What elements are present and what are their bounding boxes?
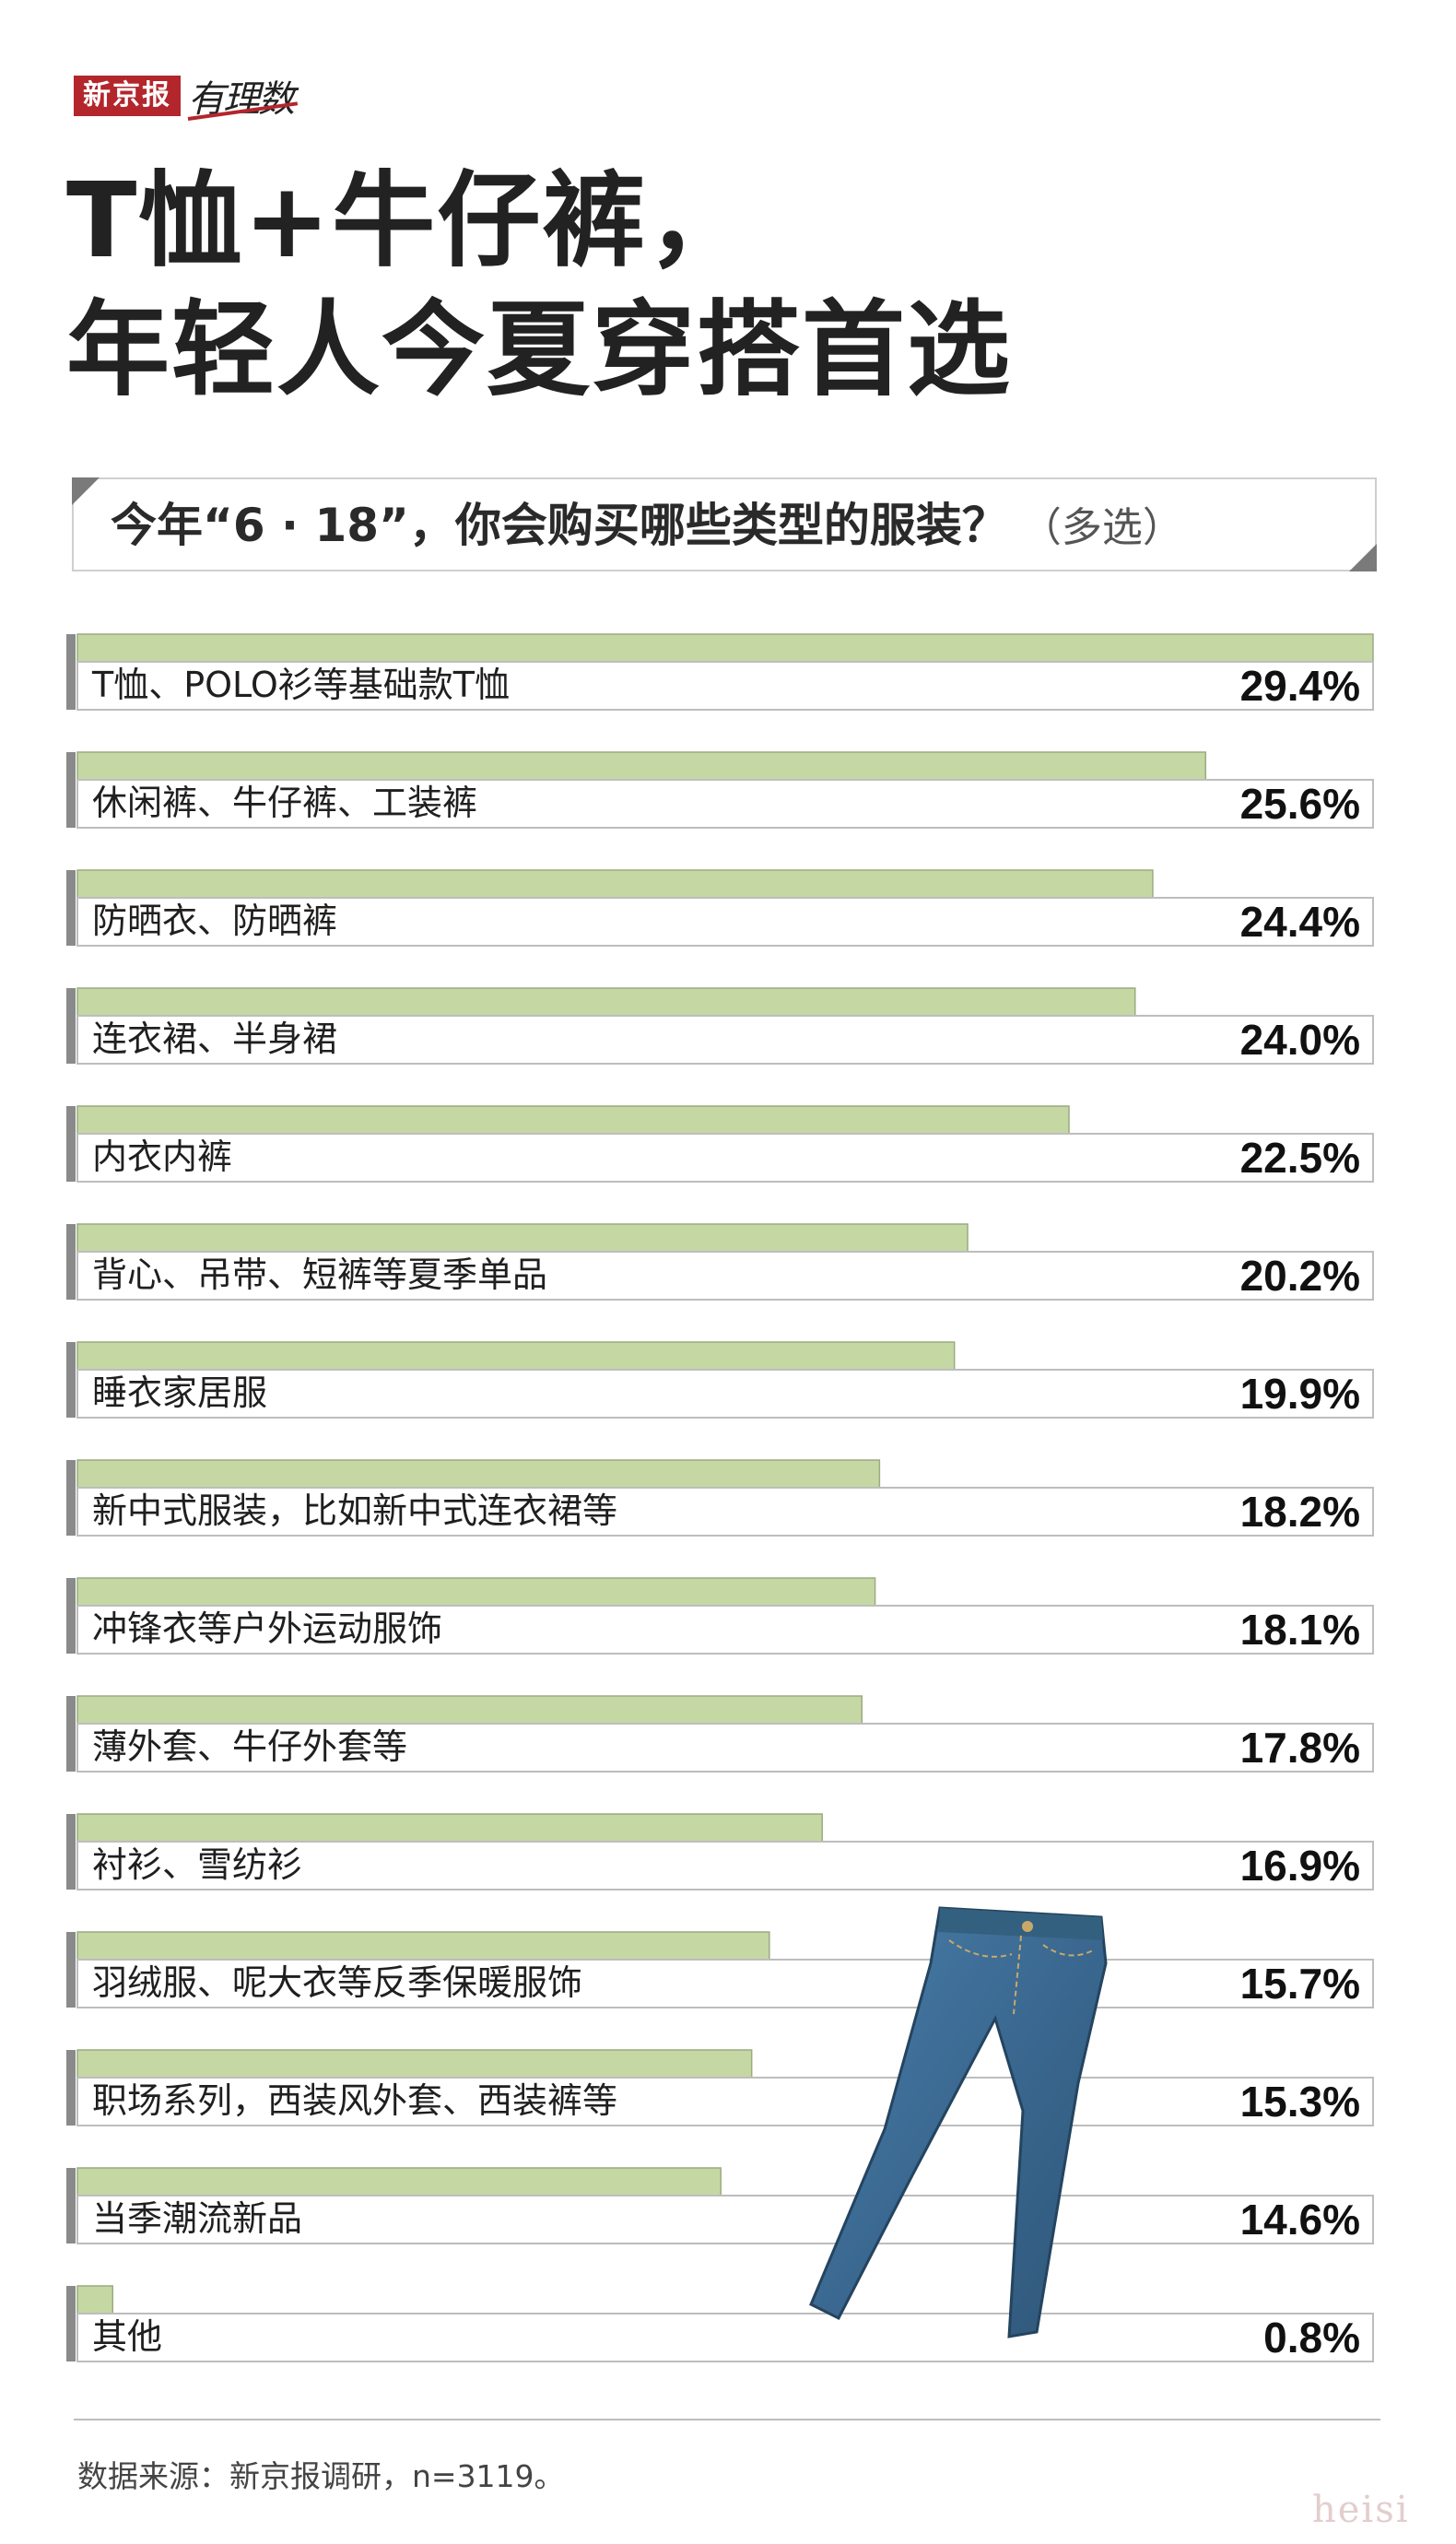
- question-multi: （多选）: [1020, 504, 1183, 551]
- bar: [76, 1105, 1070, 1135]
- value-label: 18.1%: [1240, 1606, 1360, 1654]
- category-label: 衬衫、雪纺衫: [92, 1844, 302, 1885]
- bar: [76, 633, 1374, 663]
- bar: [76, 869, 1154, 899]
- value-label: 19.9%: [1240, 1370, 1360, 1418]
- value-label: 17.8%: [1240, 1724, 1360, 1772]
- bar-label-box: [76, 1723, 1374, 1773]
- bar: [76, 2167, 722, 2197]
- value-label: 22.5%: [1240, 1134, 1360, 1182]
- row-accent: [66, 2168, 76, 2244]
- value-label: 24.4%: [1240, 898, 1360, 946]
- bar: [76, 1813, 823, 1843]
- question-box: [72, 477, 1377, 571]
- bar: [76, 2285, 114, 2314]
- row-accent: [66, 1106, 76, 1182]
- category-label: 背心、吊带、短裤等夏季单品: [92, 1254, 547, 1295]
- bar-label-box: [76, 2077, 1374, 2126]
- bar-label-box: [76, 2195, 1374, 2244]
- value-label: 24.0%: [1240, 1016, 1360, 1064]
- row-accent: [66, 1814, 76, 1890]
- category-label: 当季潮流新品: [92, 2198, 302, 2239]
- category-label: 内衣内裤: [92, 1137, 232, 1177]
- row-accent: [66, 2050, 76, 2126]
- bar: [76, 1577, 876, 1607]
- category-label: 睡衣家居服: [92, 1372, 267, 1413]
- page-title: T恤+牛仔裤， 年轻人今夏穿搭首选: [66, 157, 1356, 415]
- bar-label-box: [76, 779, 1374, 829]
- bar-label-box: [76, 897, 1374, 947]
- source-note: 数据来源：新京报调研，n=3119。: [77, 2458, 565, 2494]
- bar: [76, 1931, 770, 1961]
- bar: [76, 1695, 863, 1725]
- brand-sub: 有理数: [187, 69, 299, 123]
- question-text: 今年“6 · 18”，你会购买哪些类型的服装？: [111, 499, 1008, 552]
- row-accent: [66, 1224, 76, 1300]
- category-label: 薄外套、牛仔外套等: [92, 1726, 407, 1767]
- question-title: 今年“6 · 18”，你会购买哪些类型的服装？ （多选）: [111, 489, 1364, 562]
- value-label: 20.2%: [1240, 1252, 1360, 1300]
- title-line-2: 年轻人今夏穿搭首选: [66, 290, 1012, 410]
- question-corner-decor: [1349, 544, 1377, 571]
- bar: [76, 1459, 881, 1489]
- row-accent: [66, 1460, 76, 1536]
- row-accent: [66, 634, 76, 710]
- bar-chart: T恤、POLO衫等基础款T恤 29.4% 休闲裤、牛仔裤、工装裤 25.6% 防晒衣、防…: [66, 633, 1374, 2362]
- row-accent: [66, 2286, 76, 2361]
- title-line-1: T恤+牛仔裤，: [66, 161, 753, 281]
- category-label: 冲锋衣等户外运动服饰: [92, 1608, 442, 1649]
- bar-label-box: [76, 1487, 1374, 1537]
- value-label: 14.6%: [1240, 2196, 1360, 2244]
- category-label: 防晒衣、防晒裤: [92, 901, 337, 941]
- value-label: 29.4%: [1240, 662, 1360, 710]
- row-accent: [66, 752, 76, 828]
- bar-label-box: [76, 1015, 1374, 1065]
- category-label: 休闲裤、牛仔裤、工装裤: [92, 783, 477, 823]
- value-label: 15.3%: [1240, 2078, 1360, 2126]
- question-corner-decor: [72, 477, 100, 505]
- brand-logo: 新京报 有理数: [74, 74, 299, 121]
- value-label: 15.7%: [1240, 1960, 1360, 2008]
- bar-label-box: [76, 1133, 1374, 1183]
- bar-label-box: [76, 1251, 1374, 1301]
- row-accent: [66, 1342, 76, 1418]
- bar: [76, 1223, 969, 1253]
- category-label: 职场系列，西装风外套、西装裤等: [92, 2080, 617, 2121]
- category-label: T恤、POLO衫等基础款T恤: [91, 665, 510, 705]
- brand-name: 新京报: [74, 76, 181, 116]
- category-label: 其他: [92, 2316, 162, 2357]
- value-label: 16.9%: [1240, 1842, 1360, 1890]
- jeans-icon: [809, 1906, 1108, 2338]
- row-accent: [66, 988, 76, 1064]
- bar: [76, 987, 1136, 1017]
- value-label: 18.2%: [1240, 1488, 1360, 1536]
- category-label: 羽绒服、呢大衣等反季保暖服饰: [92, 1962, 582, 2003]
- row-accent: [66, 1932, 76, 2008]
- bar-label-box: [76, 1841, 1374, 1890]
- footer-divider: [74, 2419, 1380, 2420]
- row-accent: [66, 870, 76, 946]
- value-label: 25.6%: [1240, 780, 1360, 828]
- category-label: 连衣裙、半身裙: [92, 1019, 337, 1059]
- bar: [76, 751, 1207, 781]
- row-accent: [66, 1696, 76, 1772]
- bar-label-box: [76, 1369, 1374, 1419]
- bar: [76, 1341, 956, 1371]
- bar-label-box: [76, 661, 1374, 711]
- row-accent: [66, 1578, 76, 1654]
- category-label: 新中式服装，比如新中式连衣裙等: [92, 1490, 617, 1531]
- value-label: 0.8%: [1263, 2314, 1360, 2361]
- bar-label-box: [76, 1959, 1374, 2008]
- bar-label-box: [76, 1605, 1374, 1655]
- watermark: heisi: [1312, 2489, 1410, 2531]
- bar: [76, 2049, 753, 2079]
- bar-label-box: [76, 2313, 1374, 2362]
